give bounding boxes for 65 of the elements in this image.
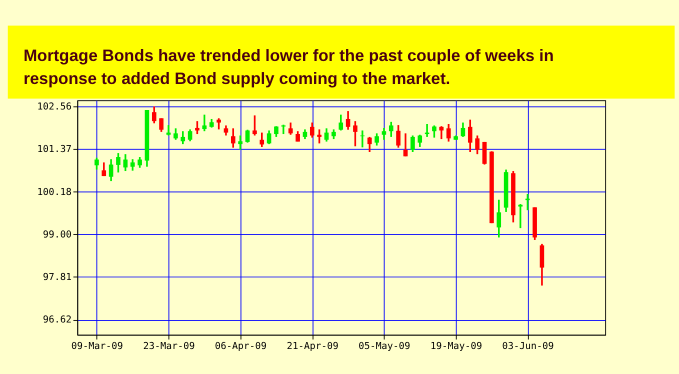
candlestick <box>152 106 156 124</box>
candlestick <box>252 114 257 136</box>
y-tick-label: 102.56 <box>37 101 72 112</box>
candlestick <box>432 124 436 139</box>
candlestick <box>374 132 379 146</box>
x-tick-label: 09-Mar-09 <box>71 341 124 352</box>
y-tick-label: 99.00 <box>42 229 72 240</box>
y-tick-label: 101.37 <box>37 144 72 156</box>
candlestick <box>540 243 544 286</box>
y-tick-label: 96.62 <box>42 314 72 326</box>
candlestick <box>230 127 236 149</box>
candlestick <box>159 117 164 133</box>
chart-title: Mortgage Bonds have trended lower for the past couple of weeks in response to added Bond supply coming to the market. <box>23 47 554 88</box>
candlestick <box>188 128 192 142</box>
candlestick <box>245 128 250 144</box>
x-tick-label: 05-May-09 <box>358 341 411 352</box>
candlestick <box>446 123 451 142</box>
candlestick <box>410 134 415 153</box>
candlestick <box>108 158 114 182</box>
x-tick-label: 06-Apr-09 <box>214 341 267 352</box>
candlestick <box>238 134 243 151</box>
candlestick <box>496 198 502 238</box>
candlestick <box>274 125 278 138</box>
candlestick <box>439 125 444 140</box>
candlestick <box>332 128 336 140</box>
candlestick <box>310 122 314 139</box>
candlestick <box>403 132 408 158</box>
candlestick <box>130 158 135 172</box>
candlestick <box>266 130 272 145</box>
x-tick-label: 03-Jun-09 <box>502 341 554 352</box>
candlestick <box>288 122 293 136</box>
y-tick-label: 97.81 <box>42 272 72 283</box>
candlestick <box>424 123 430 138</box>
candlestick <box>116 152 120 174</box>
candlestick <box>324 127 329 142</box>
candlestick <box>94 156 99 170</box>
candlestick <box>260 132 264 148</box>
candlestick <box>180 130 186 145</box>
candlestick <box>353 120 358 148</box>
candlestick <box>102 162 106 177</box>
candlestick <box>468 118 472 153</box>
candlestick <box>166 124 171 136</box>
candlestick <box>382 127 386 141</box>
candlestick <box>123 153 128 172</box>
candlestick <box>460 122 466 138</box>
x-tick-label: 21-Apr-09 <box>286 341 339 352</box>
candlestick <box>195 120 200 135</box>
candlestick <box>202 114 207 132</box>
y-tick-label: 100.18 <box>37 186 72 198</box>
candlestick <box>396 124 400 149</box>
x-tick-label: 19-May-09 <box>430 341 482 352</box>
candlestick <box>525 193 530 212</box>
candlestick <box>367 136 372 153</box>
candlestick <box>346 110 350 131</box>
candlestick <box>388 120 394 138</box>
candlestick <box>317 128 322 144</box>
candlestick <box>418 134 422 148</box>
candlestick <box>475 134 480 156</box>
candlestick <box>174 127 178 141</box>
candlestick <box>338 114 344 132</box>
candlestick <box>482 141 487 166</box>
x-tick-label: 23-Mar-09 <box>143 341 196 352</box>
candlestick <box>216 117 221 130</box>
candlestick <box>138 156 142 169</box>
candlestick <box>302 128 308 140</box>
